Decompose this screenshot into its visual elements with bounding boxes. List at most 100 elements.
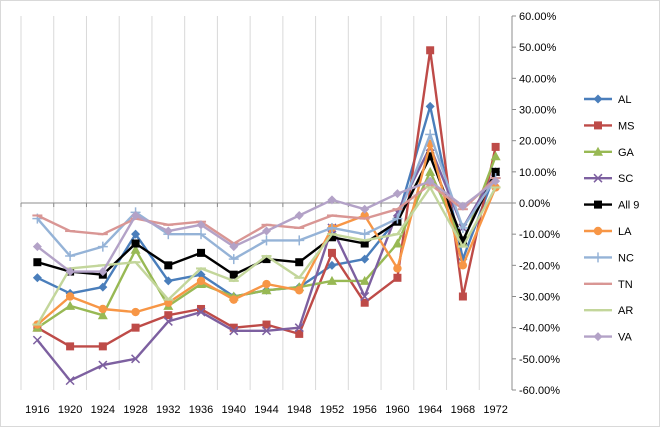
- data-point-ms: [66, 342, 75, 351]
- data-point-ms: [229, 323, 238, 332]
- marker-stroke: [294, 323, 304, 333]
- data-point-va: [131, 210, 141, 220]
- y-tick-label: 30.00%: [519, 105, 557, 117]
- data-point-ms: [164, 311, 173, 320]
- series-layer: [32, 46, 501, 386]
- y-tick-label: 60.00%: [519, 11, 557, 23]
- x-tick-labels: 1916 1920 1924 1928 1932 1936 1940 1944 1948 1952…: [25, 404, 508, 416]
- data-point-all-9: [197, 248, 206, 257]
- data-point-ms: [131, 323, 140, 332]
- legend-label: All 9: [618, 200, 639, 212]
- data-point-al: [425, 101, 435, 111]
- y-tick-label: -30.00%: [519, 292, 560, 304]
- x-tick-label: 1920: [58, 404, 82, 416]
- series-va: [32, 176, 501, 277]
- data-point-la: [65, 292, 75, 301]
- legend-label: NC: [618, 252, 634, 264]
- marker-stroke: [360, 291, 370, 302]
- data-point-ms: [197, 304, 206, 313]
- data-point-sc: [32, 335, 42, 345]
- data-point-al: [360, 254, 370, 264]
- legend-label: SC: [618, 173, 633, 185]
- data-point-ms: [426, 46, 435, 55]
- data-point-ms: [458, 292, 467, 301]
- legend-swatch-marker: [593, 252, 603, 263]
- legend-swatch-marker: [594, 121, 602, 130]
- data-point-va: [196, 220, 206, 230]
- data-point-la: [295, 286, 304, 295]
- data-point-nc: [457, 222, 468, 233]
- data-point-ga: [425, 166, 436, 176]
- x-tick-label: 1932: [156, 404, 180, 416]
- marker-stroke: [261, 326, 272, 336]
- data-point-all-9: [458, 236, 467, 245]
- data-point-ga: [97, 310, 108, 320]
- x-tick-label: 1964: [418, 404, 442, 416]
- series-line-ms: [36, 49, 497, 348]
- legend-item-al: AL: [584, 94, 631, 106]
- data-point-ga: [130, 244, 141, 254]
- data-point-ms: [360, 298, 369, 307]
- legend-item-ar: AR: [584, 305, 633, 317]
- data-point-sc: [229, 326, 239, 336]
- marker-stroke: [163, 316, 173, 326]
- series-ms: [33, 46, 500, 351]
- legend-label: GA: [618, 147, 635, 159]
- legend-swatch-marker: [593, 94, 603, 104]
- data-point-va: [229, 242, 239, 252]
- legend-item-la: LA: [584, 226, 632, 238]
- legend-item-all-9: All 9: [584, 200, 639, 212]
- x-tick-label: 1944: [254, 404, 278, 416]
- data-point-all-9: [164, 261, 173, 270]
- data-point-la: [196, 276, 206, 286]
- data-point-nc: [261, 235, 272, 246]
- data-point-all-9: [131, 239, 140, 248]
- data-point-sc: [294, 323, 304, 333]
- data-point-ga: [326, 275, 337, 285]
- data-point-all-9: [426, 152, 435, 161]
- data-point-va: [98, 267, 108, 277]
- marker-stroke: [98, 360, 108, 370]
- data-point-all-9: [360, 239, 369, 248]
- x-tick-label: 1948: [287, 404, 311, 416]
- legend-swatch-marker: [594, 200, 602, 209]
- marker-stroke: [229, 326, 239, 336]
- y-tick-labels: 60.00% 50.00% 40.00% 30.00% 20.00% 10.00% 0.00…: [519, 11, 560, 397]
- data-point-nc: [65, 250, 76, 261]
- data-point-sc: [131, 354, 141, 364]
- data-point-sc: [360, 291, 370, 302]
- x-tick-label: 1972: [483, 404, 507, 416]
- data-point-la: [229, 295, 238, 304]
- data-point-nc: [425, 129, 436, 140]
- data-point-va: [392, 189, 402, 199]
- data-point-sc: [163, 316, 173, 326]
- y-tick-label: -20.00%: [519, 260, 560, 272]
- data-point-la: [458, 261, 468, 270]
- data-point-ga: [261, 285, 272, 295]
- x-tick-label: 1968: [451, 404, 475, 416]
- data-point-va: [32, 242, 42, 252]
- data-point-all-9: [295, 258, 304, 267]
- data-point-al: [163, 276, 173, 286]
- legend-label: LA: [618, 226, 632, 238]
- x-tick-label: 1924: [91, 404, 115, 416]
- data-point-ms: [295, 329, 304, 338]
- data-point-la: [131, 307, 140, 317]
- data-point-va: [491, 176, 501, 186]
- series-ga: [32, 151, 501, 332]
- data-point-al: [196, 270, 206, 280]
- y-tick-label: -10.00%: [519, 229, 560, 241]
- data-point-nc: [97, 241, 108, 252]
- y-tick-label: -60.00%: [519, 385, 560, 397]
- legend-label: AR: [618, 305, 633, 317]
- data-point-sc: [65, 376, 75, 386]
- legend-swatch-marker: [593, 226, 603, 236]
- data-point-ga: [490, 151, 501, 161]
- data-point-all-9: [491, 167, 500, 176]
- data-point-va: [458, 201, 468, 211]
- data-point-ms: [327, 248, 336, 257]
- data-point-nc: [294, 235, 305, 246]
- legend-item-ga: GA: [584, 146, 635, 159]
- axes: [20, 15, 516, 391]
